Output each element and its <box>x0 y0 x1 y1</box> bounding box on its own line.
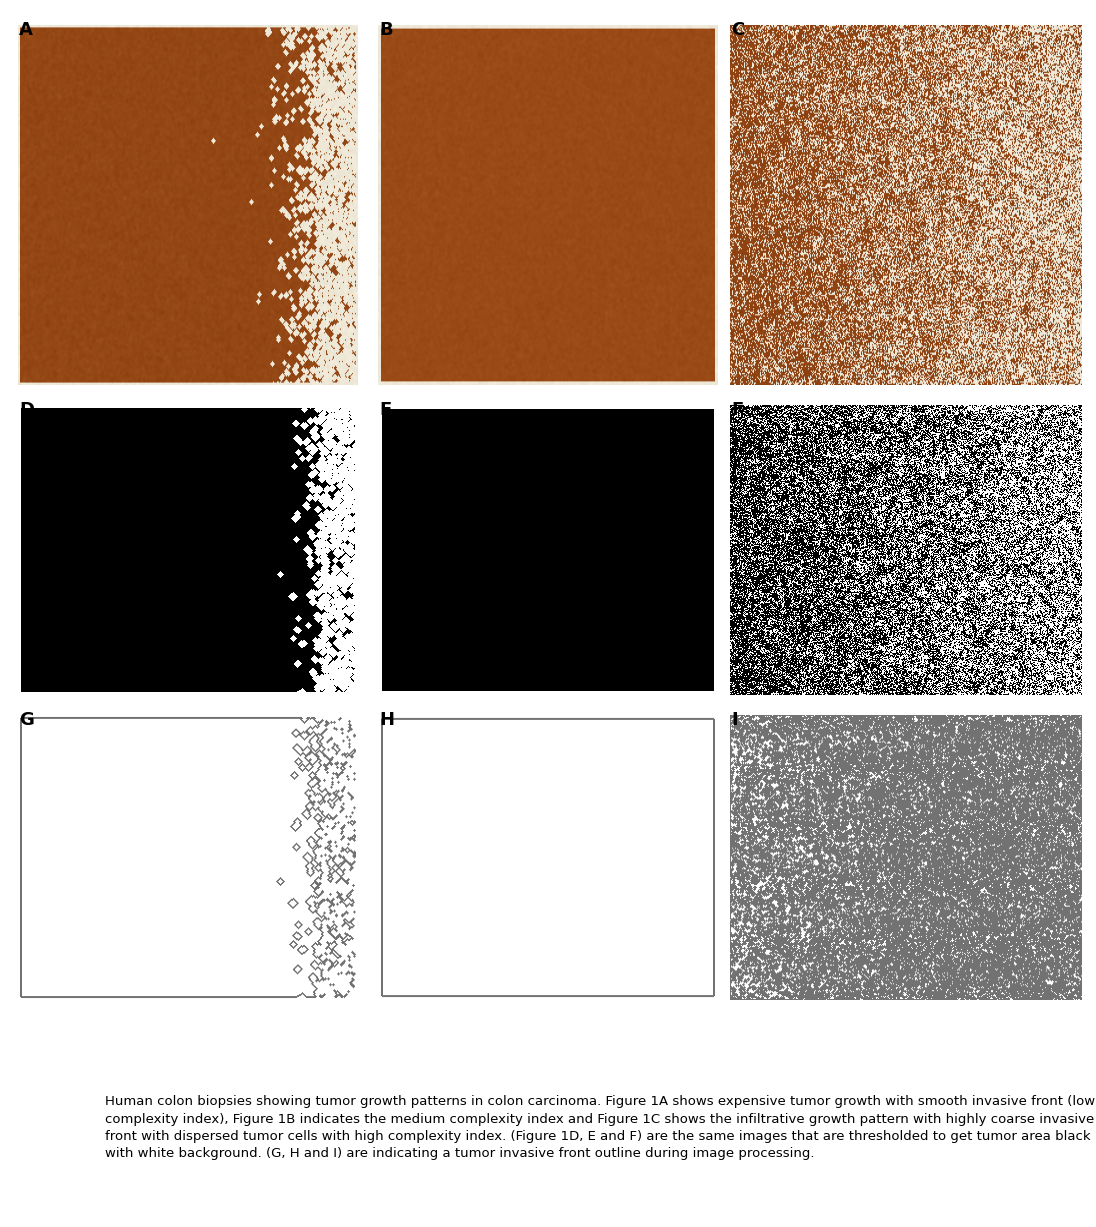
Text: A: A <box>19 21 33 39</box>
Text: C: C <box>731 21 744 39</box>
Text: B: B <box>379 21 392 39</box>
Text: D: D <box>19 401 34 420</box>
Text: H: H <box>379 712 395 729</box>
Text: I: I <box>731 712 738 729</box>
Text: G: G <box>19 712 34 729</box>
Text: F: F <box>731 401 743 420</box>
Text: Figure 1: Figure 1 <box>27 1103 87 1115</box>
Text: E: E <box>379 401 391 420</box>
Text: Human colon biopsies showing tumor growth patterns in colon carcinoma. Figure 1A: Human colon biopsies showing tumor growt… <box>105 1094 1095 1161</box>
